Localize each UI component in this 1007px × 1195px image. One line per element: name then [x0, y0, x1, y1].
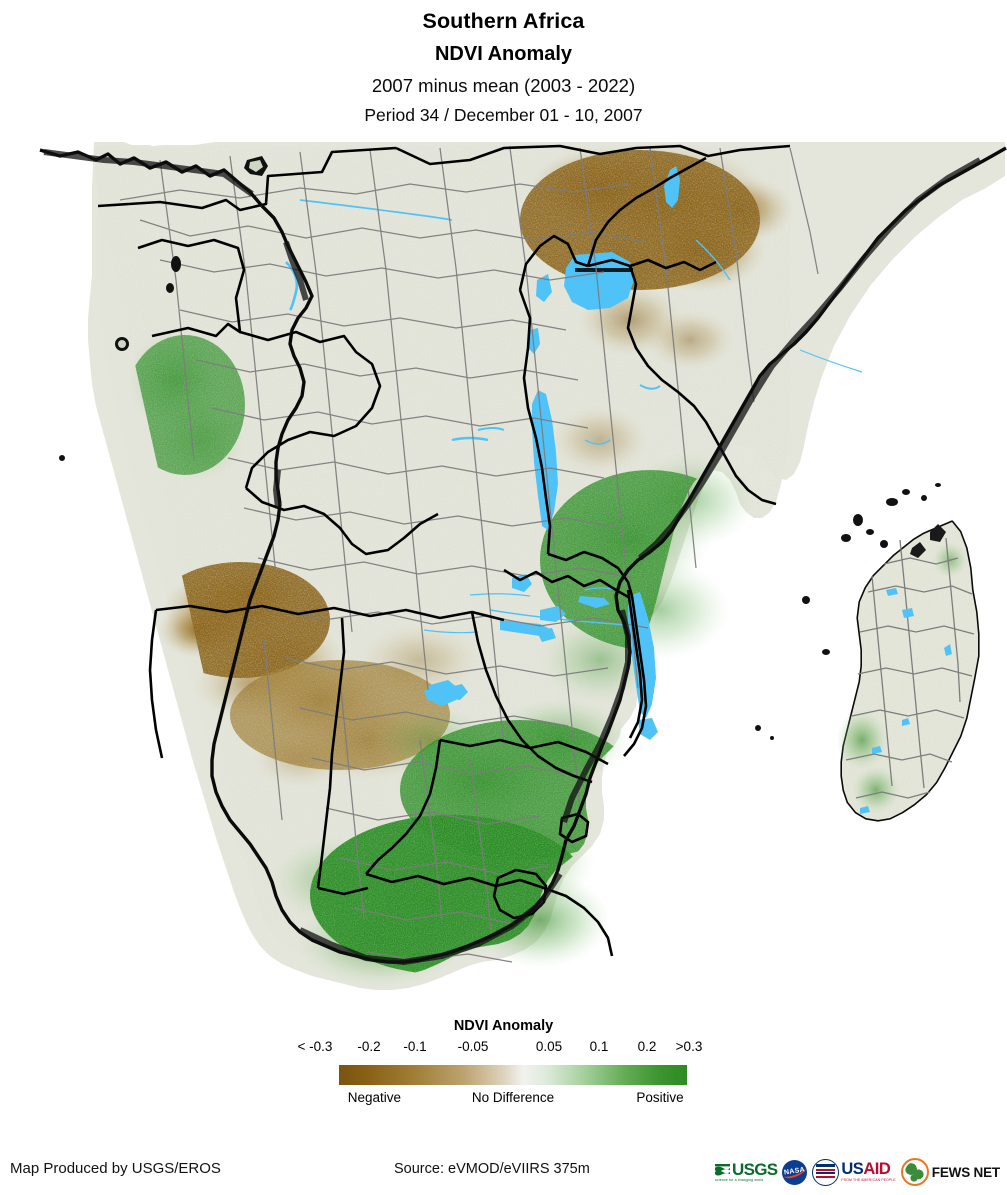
congo-river — [299, 199, 453, 221]
comparison-subtitle: 2007 minus mean (2003 - 2022) — [371, 74, 636, 96]
legend-tick-5: 0.1 — [589, 1039, 609, 1054]
map-canvas[interactable] — [0, 140, 1007, 1015]
fews-net-logo[interactable]: FEWS NET — [900, 1158, 1000, 1186]
legend-tick-1: -0.2 — [357, 1039, 381, 1054]
fews-globe-icon — [900, 1158, 929, 1186]
legend-tick-4: 0.05 — [535, 1039, 563, 1054]
legend-captions: Negative No Difference Positive — [303, 1090, 723, 1110]
usgs-logo[interactable]: USGS science for a changing world — [714, 1158, 778, 1186]
legend-caption-negative: Negative — [347, 1090, 402, 1105]
usaid-seal-icon — [812, 1158, 840, 1186]
legend-color-ramp — [339, 1065, 687, 1085]
legend-tick-6: 0.2 — [637, 1039, 657, 1054]
usgs-wordmark: USGS — [732, 1160, 778, 1179]
legend-tick-0: < -0.3 — [297, 1039, 333, 1054]
nasa-logo[interactable]: NASA — [782, 1158, 808, 1186]
product-title: NDVI Anomaly — [434, 42, 573, 65]
map-footer: Map Produced by USGS/EROS Source: eVMOD/… — [0, 1150, 1007, 1195]
okavango-delta — [424, 680, 458, 706]
legend-title: NDVI Anomaly — [453, 1018, 554, 1034]
fews-net-wordmark: FEWS NET — [931, 1164, 1000, 1180]
usgs-tagline: science for a changing world — [715, 1178, 764, 1182]
lake-kariba — [500, 620, 552, 636]
usaid-logo[interactable]: USAID FROM THE AMERICAN PEOPLE — [812, 1158, 896, 1186]
legend-tick-7: >0.3 — [675, 1039, 703, 1054]
map-legend: NDVI Anomaly < -0.3 -0.2 -0.1 -0.05 0.05… — [0, 1018, 1007, 1123]
legend-caption-positive: Positive — [636, 1090, 684, 1105]
madagascar — [836, 520, 980, 822]
legend-tick-labels: < -0.3 -0.2 -0.1 -0.05 0.05 0.1 0.2 >0.3 — [298, 1039, 703, 1057]
usgs-wave-icon — [715, 1164, 730, 1176]
legend-tick-2: -0.1 — [403, 1039, 427, 1054]
positive-anomaly-regions — [125, 328, 760, 988]
legend-tick-3: -0.05 — [457, 1039, 489, 1054]
usaid-tagline: FROM THE AMERICAN PEOPLE — [841, 1178, 896, 1182]
lake-turkana — [664, 166, 680, 208]
legend-caption-neutral: No Difference — [471, 1090, 555, 1105]
country-borders — [97, 144, 791, 957]
page-title: Southern Africa — [422, 9, 585, 33]
coastal-fringe — [43, 149, 982, 966]
lake-victoria — [564, 252, 634, 310]
water-features — [285, 166, 863, 740]
usaid-wordmark: USAID — [841, 1160, 891, 1178]
agency-logo-bar: USGS science for a changing world NASA U… — [714, 1157, 1000, 1187]
period-subtitle: Period 34 / December 01 - 10, 2007 — [364, 105, 643, 125]
nasa-wordmark: NASA — [783, 1165, 806, 1177]
footer-source: Source: eVMOD/eVIIRS 375m — [394, 1161, 590, 1177]
map-title-block: Southern Africa NDVI Anomaly 2007 minus … — [0, 0, 1007, 140]
ndvi-anomaly-map[interactable] — [0, 140, 1007, 1015]
islands — [59, 156, 980, 822]
footer-credit: Map Produced by USGS/EROS — [10, 1160, 221, 1177]
